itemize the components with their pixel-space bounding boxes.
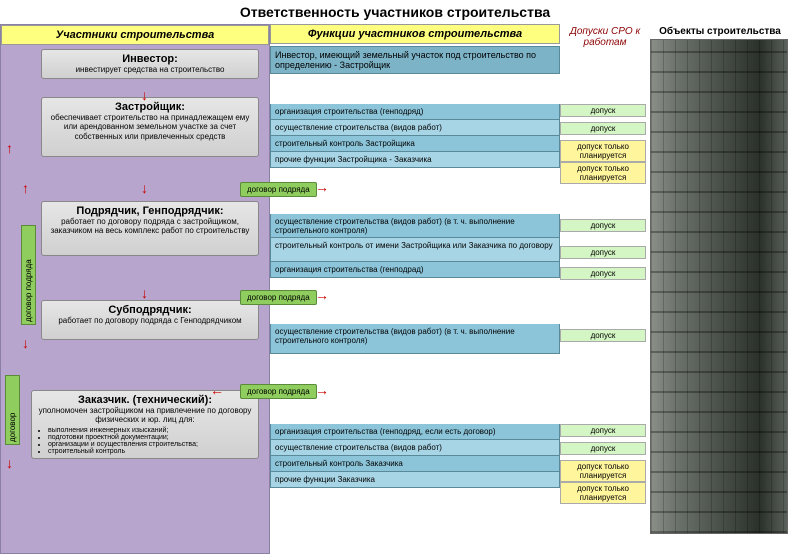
- contractor-desc: работает по договору подряда с застройщи…: [46, 217, 254, 236]
- permit-badge: допуск только планируется: [560, 482, 646, 504]
- customer-desc: уполномочен застройщиком на привлечение …: [36, 406, 254, 425]
- permit-badge: допуск: [560, 329, 646, 342]
- arrow-icon: →: [315, 179, 329, 195]
- permit-badge: допуск: [560, 122, 646, 135]
- contract-vertical-1: договор: [5, 375, 20, 445]
- permit-badge: допуск только планируется: [560, 162, 646, 184]
- arrow-icon: ↓: [6, 455, 13, 471]
- actor-investor: Инвестор: инвестирует средства на строит…: [41, 49, 259, 79]
- func-row: осуществление строительства (видов работ…: [270, 214, 560, 238]
- arrow-icon: ↓: [22, 335, 29, 351]
- arrow-icon: ↑: [22, 180, 29, 196]
- customer-list-item: выполнения инженерных изысканий;: [48, 427, 254, 434]
- arrow-icon: →: [315, 382, 329, 398]
- func-row: осуществление строительства (видов работ…: [270, 440, 560, 456]
- customer-list: выполнения инженерных изысканий; подгото…: [36, 427, 254, 455]
- arrow-icon: →: [315, 287, 329, 303]
- permit-badge: допуск: [560, 104, 646, 117]
- subcontractor-desc: работает по договору подряда с Генподряд…: [46, 316, 254, 326]
- main-title: Ответственность участников строительства: [0, 0, 790, 24]
- arrow-icon: ↓: [141, 180, 148, 196]
- permit-badge: допуск: [560, 442, 646, 455]
- func-developer: организация строительства (генподряд) ос…: [270, 104, 560, 168]
- developer-desc: обеспечивает строительство на принадлежа…: [46, 113, 254, 142]
- customer-list-item: организации и осуществления строительств…: [48, 441, 254, 448]
- arrow-icon: ↓: [141, 87, 148, 103]
- permit-badge: допуск только планируется: [560, 460, 646, 482]
- customer-list-item: подготовки проектной документации;: [48, 434, 254, 441]
- actors-header: Участники строительства: [1, 25, 269, 45]
- functions-column: Функции участников строительства Инвесто…: [270, 24, 560, 554]
- permits-column: Допуски СРО к работам допуск допуск допу…: [560, 24, 650, 554]
- func-row: прочие функции Заказчика: [270, 472, 560, 488]
- func-row: строительный контроль от имени Застройщи…: [270, 238, 560, 262]
- actor-developer: Застройщик: обеспечивает строительство н…: [41, 97, 259, 157]
- func-subcontractor: осуществление строительства (видов работ…: [270, 324, 560, 354]
- func-row: строительный контроль Заказчика: [270, 456, 560, 472]
- photo-column: Объекты строительства: [650, 24, 790, 554]
- arrow-icon: ↓: [141, 285, 148, 301]
- functions-header: Функции участников строительства: [270, 24, 560, 44]
- subcontractor-title: Субподрядчик:: [46, 304, 254, 316]
- contract-tag: договор подряда: [240, 290, 317, 305]
- objects-header: Объекты строительства: [650, 26, 790, 37]
- func-row: организация строительства (генподряд): [270, 104, 560, 120]
- contract-tag: договор подряда: [240, 384, 317, 399]
- arrow-icon: ←: [210, 382, 224, 398]
- actor-subcontractor: Субподрядчик: работает по договору подря…: [41, 300, 259, 340]
- actor-customer: Заказчик. (технический): уполномочен зас…: [31, 390, 259, 459]
- arrow-icon: ↑: [6, 140, 13, 156]
- func-investor: Инвестор, имеющий земельный участок под …: [270, 46, 560, 74]
- contractor-title: Подрядчик, Генподрядчик:: [46, 205, 254, 217]
- permit-badge: допуск: [560, 424, 646, 437]
- func-row: прочие функции Застройщика - Заказчика: [270, 152, 560, 168]
- actor-contractor: Подрядчик, Генподрядчик: работает по дог…: [41, 201, 259, 256]
- contract-tag: договор подряда: [240, 182, 317, 197]
- permit-badge: допуск: [560, 267, 646, 280]
- sro-header: Допуски СРО к работам: [560, 26, 650, 48]
- developer-title: Застройщик:: [46, 101, 254, 113]
- permit-badge: допуск: [560, 246, 646, 259]
- permit-badge: допуск только планируется: [560, 140, 646, 162]
- permit-badge: допуск: [560, 219, 646, 232]
- diagram-container: Участники строительства Инвестор: инвест…: [0, 24, 790, 554]
- func-row: осуществление строительства (видов работ…: [270, 120, 560, 136]
- building-image: [650, 39, 788, 534]
- contract-vertical-2: договор подряда: [21, 225, 36, 325]
- customer-list-item: строительный контроль: [48, 448, 254, 455]
- func-customer: организация строительства (генподряд, ес…: [270, 424, 560, 488]
- func-row: организация строительства (генподрад): [270, 262, 560, 278]
- investor-title: Инвестор:: [46, 53, 254, 65]
- func-row: организация строительства (генподряд, ес…: [270, 424, 560, 440]
- func-row: осуществление строительства (видов работ…: [270, 324, 560, 354]
- func-row: строительный контроль Застройщика: [270, 136, 560, 152]
- func-contractor: осуществление строительства (видов работ…: [270, 214, 560, 278]
- investor-desc: инвестирует средства на строительство: [46, 65, 254, 75]
- actors-column: Участники строительства Инвестор: инвест…: [0, 24, 270, 554]
- func-row: Инвестор, имеющий земельный участок под …: [270, 46, 560, 74]
